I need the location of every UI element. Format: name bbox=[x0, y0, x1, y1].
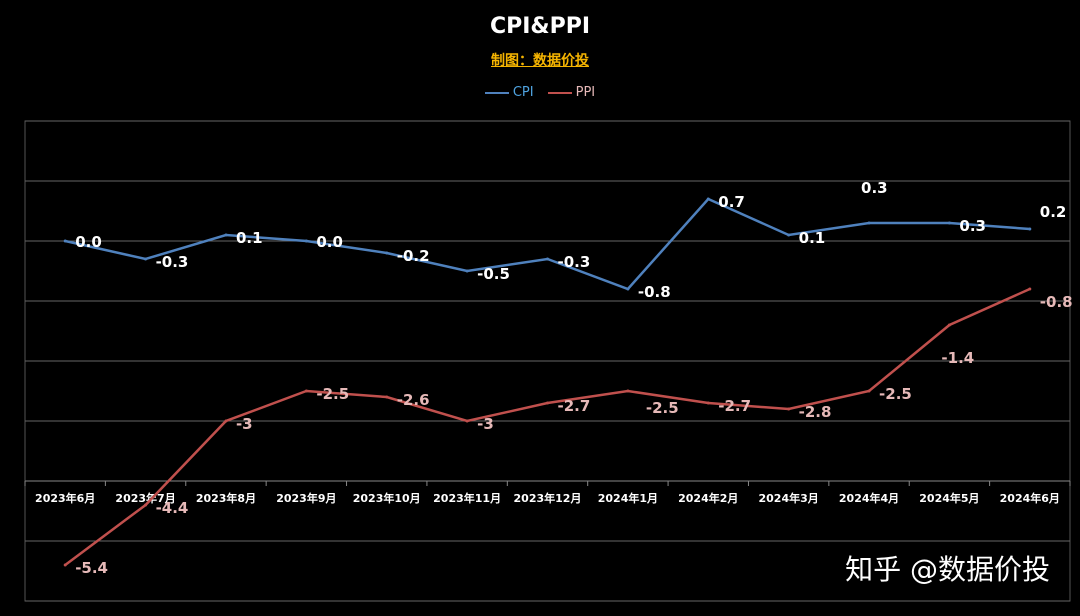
data-point-ppi bbox=[787, 407, 791, 411]
data-label-ppi: -1.4 bbox=[941, 349, 974, 367]
x-tick-label: 2023年12月 bbox=[514, 491, 582, 505]
data-label-cpi: 0.7 bbox=[718, 193, 745, 211]
legend-label-cpi: CPI bbox=[512, 85, 534, 100]
data-label-ppi: -2.5 bbox=[316, 385, 349, 403]
data-point-cpi bbox=[626, 287, 630, 291]
x-tick-label: 2024年6月 bbox=[1000, 491, 1060, 505]
data-label-cpi: 0.0 bbox=[316, 233, 343, 251]
data-point-ppi bbox=[63, 563, 67, 567]
data-point-cpi bbox=[546, 257, 549, 261]
data-point-ppi bbox=[867, 389, 871, 393]
data-point-ppi bbox=[224, 419, 228, 423]
data-point-ppi bbox=[144, 503, 148, 507]
data-point-cpi bbox=[144, 257, 148, 261]
legend-label-ppi: PPI bbox=[575, 85, 596, 100]
data-label-ppi: -0.8 bbox=[1040, 293, 1073, 311]
data-label-ppi: -4.4 bbox=[156, 499, 189, 517]
legend-item-ppi: PPI bbox=[547, 85, 596, 100]
data-label-ppi: -2.7 bbox=[718, 397, 751, 415]
data-point-ppi bbox=[1028, 287, 1032, 291]
watermark: 知乎 @数据价投 bbox=[845, 553, 1050, 586]
data-label-ppi: -2.8 bbox=[799, 403, 832, 421]
x-tick-label: 2023年6月 bbox=[35, 491, 95, 505]
x-tick-label: 2024年2月 bbox=[678, 491, 738, 505]
data-label-cpi: -0.5 bbox=[477, 265, 510, 283]
data-point-cpi bbox=[1028, 227, 1032, 231]
series-line-ppi bbox=[64, 287, 1031, 567]
legend-swatch-cpi bbox=[484, 91, 509, 94]
data-label-cpi: 0.1 bbox=[236, 229, 263, 247]
data-point-cpi bbox=[63, 239, 67, 243]
x-tick-label: 2024年3月 bbox=[759, 491, 819, 505]
x-tick-label: 2024年5月 bbox=[919, 491, 979, 505]
data-point-ppi bbox=[465, 419, 469, 423]
x-tick-label: 2023年10月 bbox=[353, 491, 421, 505]
data-point-ppi bbox=[626, 389, 630, 393]
data-label-cpi: 0.1 bbox=[799, 229, 826, 247]
x-tick-label: 2023年8月 bbox=[196, 491, 256, 505]
data-label-cpi: -0.3 bbox=[558, 253, 591, 271]
data-label-cpi: 0.0 bbox=[75, 233, 102, 251]
data-label-ppi: -2.6 bbox=[397, 391, 430, 409]
x-tick-label: 2023年11月 bbox=[433, 491, 501, 505]
data-label-cpi: -0.8 bbox=[638, 283, 671, 301]
data-label-ppi: -2.5 bbox=[646, 399, 679, 417]
data-point-cpi bbox=[706, 197, 710, 201]
data-label-ppi: -3 bbox=[236, 415, 253, 433]
data-point-ppi bbox=[385, 395, 389, 399]
data-point-cpi bbox=[304, 239, 308, 243]
legend-item-cpi: CPI bbox=[484, 85, 534, 100]
legend-swatch-ppi bbox=[547, 91, 572, 94]
data-label-cpi: 0.3 bbox=[861, 179, 888, 197]
x-tick-label: 2024年4月 bbox=[839, 491, 899, 505]
data-point-cpi bbox=[385, 251, 389, 255]
data-point-ppi bbox=[304, 389, 308, 393]
data-label-ppi: -2.7 bbox=[558, 397, 591, 415]
data-label-cpi: 0.3 bbox=[959, 217, 986, 235]
data-point-cpi bbox=[787, 233, 791, 237]
data-label-cpi: -0.3 bbox=[156, 253, 189, 271]
x-tick-label: 2024年1月 bbox=[598, 491, 658, 505]
x-tick-label: 2023年7月 bbox=[115, 491, 175, 505]
legend: CPI PPI bbox=[0, 85, 1080, 100]
data-point-ppi bbox=[706, 401, 710, 405]
data-point-cpi bbox=[947, 221, 951, 225]
data-point-cpi bbox=[224, 233, 228, 237]
data-label-cpi: 0.2 bbox=[1040, 203, 1067, 221]
data-point-ppi bbox=[546, 401, 549, 405]
x-tick-label: 2023年9月 bbox=[276, 491, 336, 505]
chart-title: CPI&PPI bbox=[489, 14, 591, 39]
data-label-cpi: -0.2 bbox=[397, 247, 430, 265]
data-label-ppi: -5.4 bbox=[75, 559, 108, 577]
data-point-cpi bbox=[867, 221, 871, 225]
data-point-cpi bbox=[465, 269, 469, 273]
chart-subtitle: 制图：数据价投 bbox=[491, 53, 589, 69]
data-point-ppi bbox=[947, 323, 951, 327]
data-label-ppi: -3 bbox=[477, 415, 494, 433]
series-line-cpi bbox=[64, 197, 1030, 291]
data-label-ppi: -2.5 bbox=[879, 385, 912, 403]
